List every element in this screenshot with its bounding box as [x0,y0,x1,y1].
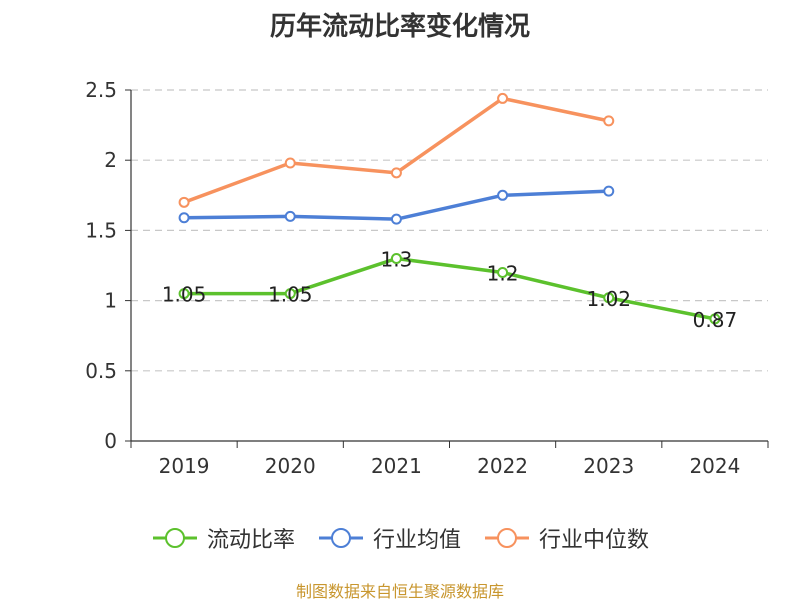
legend-item[interactable]: 行业中位数 [483,522,649,554]
data-point [178,196,190,208]
data-label: 1.02 [586,287,631,311]
data-label: 0.87 [693,308,738,332]
series-lines [182,96,717,321]
legend-marker-icon [152,528,197,548]
data-point [390,252,402,264]
data-point [497,92,509,104]
data-point [390,213,402,225]
legend-item[interactable]: 流动比率 [151,522,295,554]
chart-title: 历年流动比率变化情况 [269,12,530,42]
data-point [178,212,190,224]
data-label: 1.05 [162,283,207,307]
legend-marker-icon [318,528,363,548]
x-tick-label: 2021 [371,454,422,478]
x-tick-label: 2022 [477,454,528,478]
data-point [284,157,296,169]
axes: 0 0.5 1 1.5 2 2.5 2019 2020 2021 2022 2023 2024 [85,78,769,478]
legend-item[interactable]: 行业均值 [317,522,461,554]
data-point [178,288,190,300]
legend-label: 行业均值 [372,528,461,553]
data-point [603,185,615,197]
x-tick-label: 2024 [689,454,740,478]
data-point [390,167,402,179]
source-note: 制图数据来自恒生聚源数据库 [295,582,504,601]
data-point [497,267,509,279]
y-tick-label: 1.5 [85,218,117,242]
y-tick-label: 1 [104,289,117,313]
legend-marker-icon [485,528,529,548]
y-tick-label: 0 [104,429,117,453]
data-point [284,210,296,222]
data-labels: 1.05 1.05 1.3 1.2 1.02 0.87 [162,247,737,331]
series-line [182,256,717,321]
grid-lines [131,89,768,372]
data-point [497,189,509,201]
data-point [603,292,615,304]
y-tick-label: 2.5 [85,78,117,102]
data-label: 1.05 [268,283,313,307]
y-tick-label: 0.5 [85,359,117,383]
series-points [178,92,721,325]
legend-label: 流动比率 [206,528,295,553]
data-label: 1.2 [487,262,519,286]
legend: 流动比率 行业均值 行业中位数 [0,518,800,558]
data-label: 1.3 [381,247,413,271]
x-tick-label: 2023 [583,454,634,478]
data-point [603,115,615,127]
x-tick-label: 2019 [159,454,210,478]
series-line [182,96,611,205]
y-tick-label: 2 [104,148,117,172]
legend-label: 行业中位数 [539,528,650,553]
data-point [709,313,721,325]
data-point [284,288,296,300]
x-tick-label: 2020 [265,454,316,478]
